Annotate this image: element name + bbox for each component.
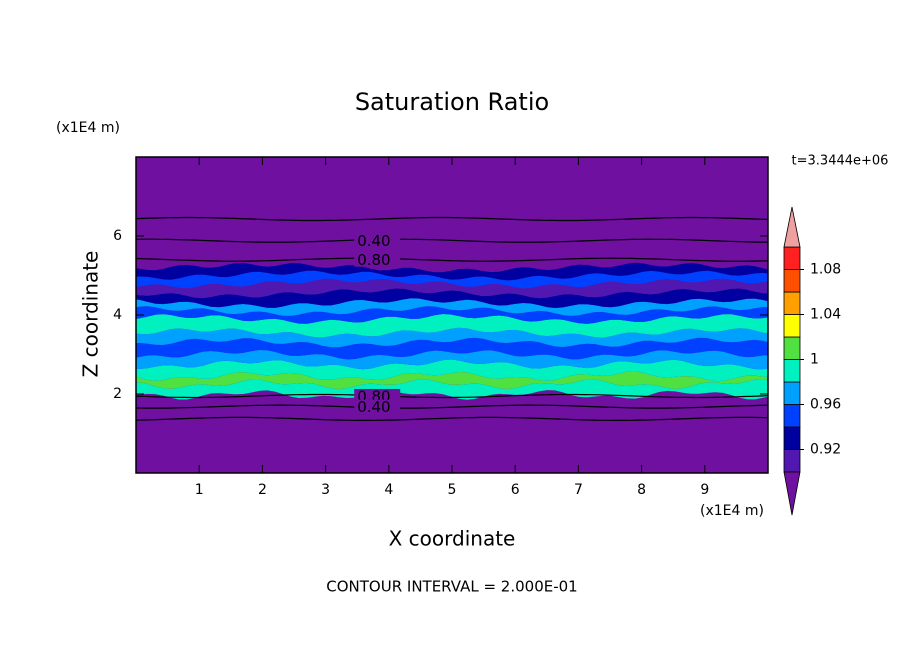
colorbar-box <box>783 336 801 360</box>
x-tick-label: 8 <box>637 482 646 498</box>
time-label: t=3.3444e+06 <box>792 154 889 169</box>
x-tick-label: 2 <box>258 482 267 498</box>
band <box>136 298 768 316</box>
x-tick-label: 6 <box>511 482 520 498</box>
colorbar-box <box>783 359 801 383</box>
colorbar-tick-label: 0.92 <box>810 442 841 458</box>
colorbar-tick-label: 1 <box>810 352 819 368</box>
x-tick-label: 4 <box>384 482 393 498</box>
contour-line <box>136 257 768 262</box>
y-tick-label: 2 <box>113 386 122 402</box>
contour-label: 0.80 <box>357 251 390 269</box>
band <box>136 262 768 281</box>
band <box>136 359 768 382</box>
band <box>136 306 768 324</box>
band <box>136 337 768 360</box>
y-axis-label: Z coordinate <box>79 251 103 378</box>
contour-label: 0.40 <box>357 232 390 250</box>
footer: CONTOUR INTERVAL = 2.000E-01 <box>326 578 577 596</box>
band <box>136 288 768 308</box>
colorbar-box <box>783 269 801 293</box>
band <box>136 350 768 370</box>
overlay: 1 2 3 4 5 6 7 8 9 2 4 6 0.92 0.96 1 1.04 1.08 <box>113 156 841 516</box>
contour-label-bg <box>354 399 401 414</box>
colorbar-box <box>783 246 801 270</box>
colorbar-box <box>783 449 801 473</box>
band <box>136 270 768 289</box>
band <box>136 327 768 348</box>
colorbar-box <box>783 426 801 450</box>
contour-label: 0.40 <box>357 398 390 416</box>
contour-line <box>136 238 768 243</box>
colorbar-over <box>783 206 801 248</box>
contour-label-bg <box>354 233 401 248</box>
x-tick-label: 1 <box>195 482 204 498</box>
colorbar-tick-label: 1.08 <box>810 262 841 278</box>
contour-line <box>136 416 768 421</box>
colorbar-box <box>783 291 801 315</box>
colorbar-tick-label: 1.04 <box>810 307 841 323</box>
band <box>136 371 768 390</box>
colorbar-box <box>783 381 801 405</box>
contour-line <box>136 216 768 222</box>
x-tick-label: 3 <box>321 482 330 498</box>
y-tick-label: 4 <box>113 307 122 323</box>
y-units: (x1E4 m) <box>56 120 120 136</box>
y-tick-label: 6 <box>113 228 122 244</box>
band <box>136 278 768 299</box>
chart-title: Saturation Ratio <box>355 88 549 116</box>
colorbar-box <box>783 404 801 428</box>
contour-label-bg <box>354 252 401 267</box>
colorbar-box <box>783 314 801 338</box>
x-tick-label: 5 <box>448 482 457 498</box>
band <box>136 314 768 338</box>
x-tick-label: 7 <box>574 482 583 498</box>
contour-line <box>136 404 768 409</box>
field: 0.400.800.800.40 <box>136 157 768 473</box>
colorbar-under <box>783 471 801 516</box>
contour-label-bg <box>354 388 401 403</box>
contour-line <box>136 393 768 399</box>
x-axis-label: X coordinate <box>389 527 516 551</box>
colorbar-tick-label: 0.96 <box>810 397 841 413</box>
x-units: (x1E4 m) <box>700 503 764 519</box>
x-tick-label: 9 <box>700 482 709 498</box>
